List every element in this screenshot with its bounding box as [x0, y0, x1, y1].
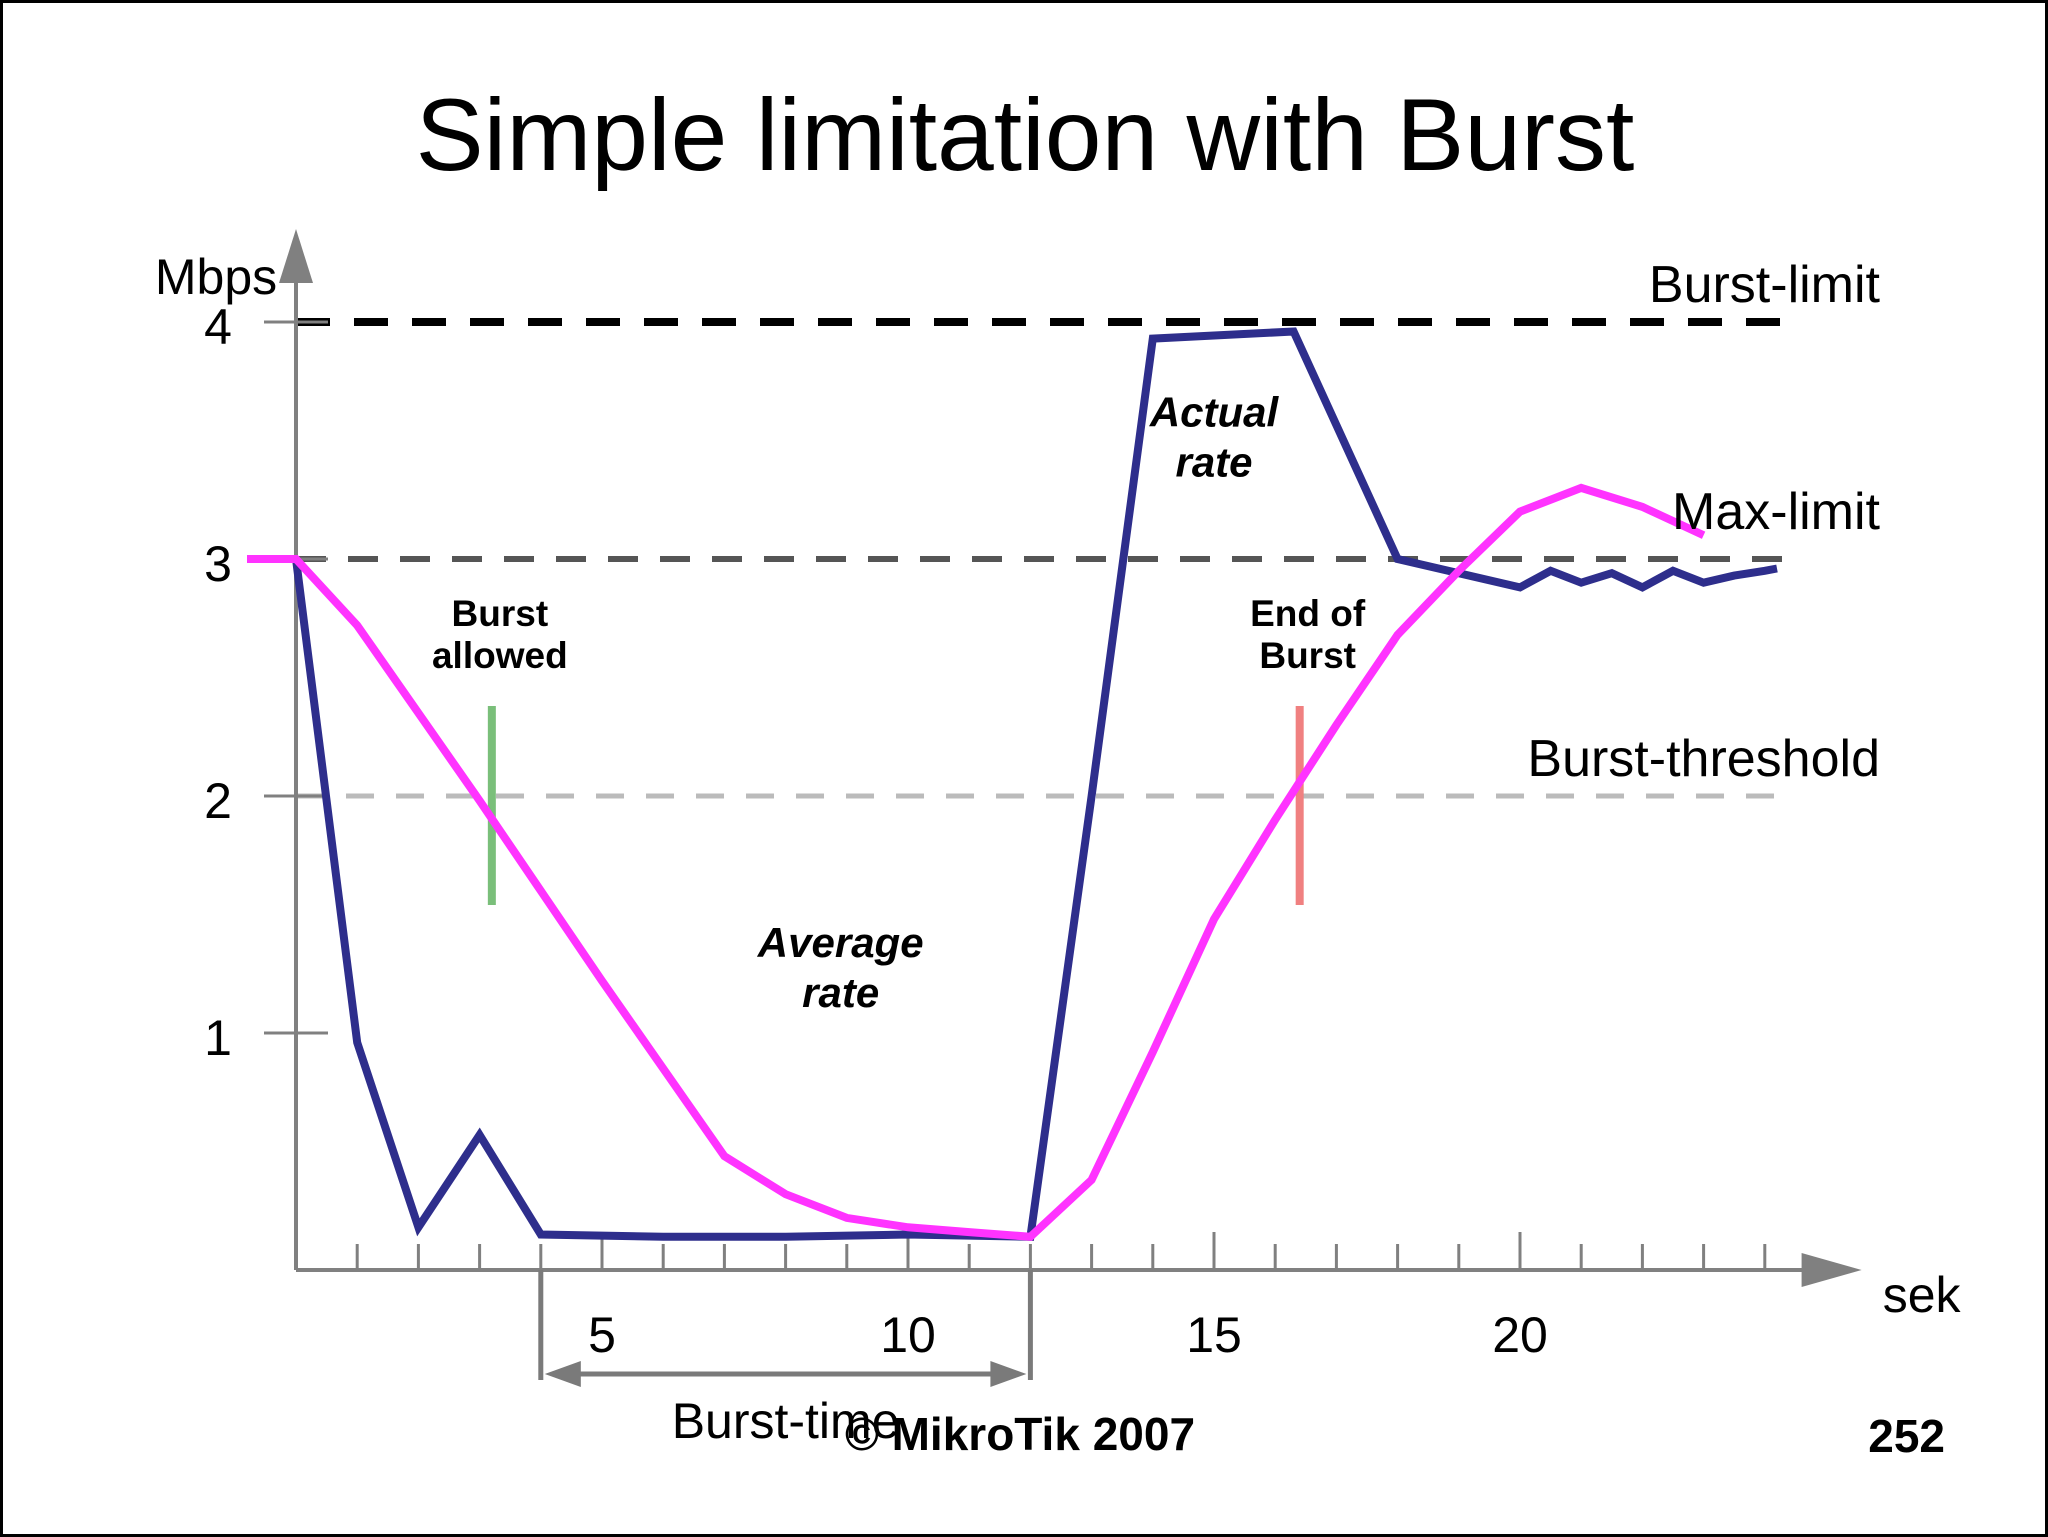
burst-marker-label: End of — [1250, 593, 1366, 634]
reference-line-label: Burst-limit — [1649, 256, 1881, 314]
chart-title: Simple limitation with Burst — [416, 78, 1635, 192]
x-tick-label: 10 — [880, 1307, 936, 1363]
y-axis-arrow — [279, 229, 313, 284]
y-tick-label: 4 — [204, 299, 232, 355]
x-tick-label: 15 — [1186, 1307, 1242, 1363]
y-tick-label: 1 — [204, 1010, 232, 1066]
x-ticks: 5 10 15 20 — [355, 1232, 1767, 1363]
annotation-label: Actual — [1149, 388, 1280, 435]
series — [247, 327, 1778, 1241]
axes: Mbps sek — [155, 229, 1962, 1323]
y-tick-label: 3 — [204, 536, 232, 592]
reference-line-label: Burst-threshold — [1527, 730, 1880, 788]
y-axis-label: Mbps — [155, 249, 277, 305]
y-ticks: 1 2 3 4 — [204, 299, 328, 1066]
series-line — [247, 483, 1706, 1241]
x-tick-label: 5 — [588, 1307, 616, 1363]
reference-line-labels: Burst-limit Max-limit Burst-threshold — [1527, 256, 1880, 788]
burst-time-label: Burst-time — [672, 1393, 900, 1449]
burst-marker-label: Burst — [452, 593, 549, 634]
footer-page-number: 252 — [1868, 1410, 1945, 1462]
burst-time-arrow-left — [544, 1361, 581, 1387]
annotation-label: Average — [757, 919, 924, 966]
x-axis-label: sek — [1883, 1267, 1962, 1323]
reference-lines — [296, 318, 1796, 799]
footer-copyright: © MikroTik 2007 — [845, 1408, 1195, 1460]
x-tick-label: 20 — [1492, 1307, 1548, 1363]
reference-line-label: Max-limit — [1672, 483, 1881, 541]
x-axis-arrow — [1801, 1253, 1862, 1287]
y-tick-label: 2 — [204, 773, 232, 829]
annotation-label: rate — [1175, 438, 1252, 485]
burst-marker-label: Burst — [1259, 635, 1356, 676]
burst-time-arrow-right — [990, 1361, 1027, 1387]
burst-marker-label: allowed — [432, 635, 568, 676]
series-line — [292, 327, 1778, 1241]
burst-time-bracket: Burst-time — [538, 1270, 1033, 1449]
annotation-label: rate — [802, 969, 879, 1016]
